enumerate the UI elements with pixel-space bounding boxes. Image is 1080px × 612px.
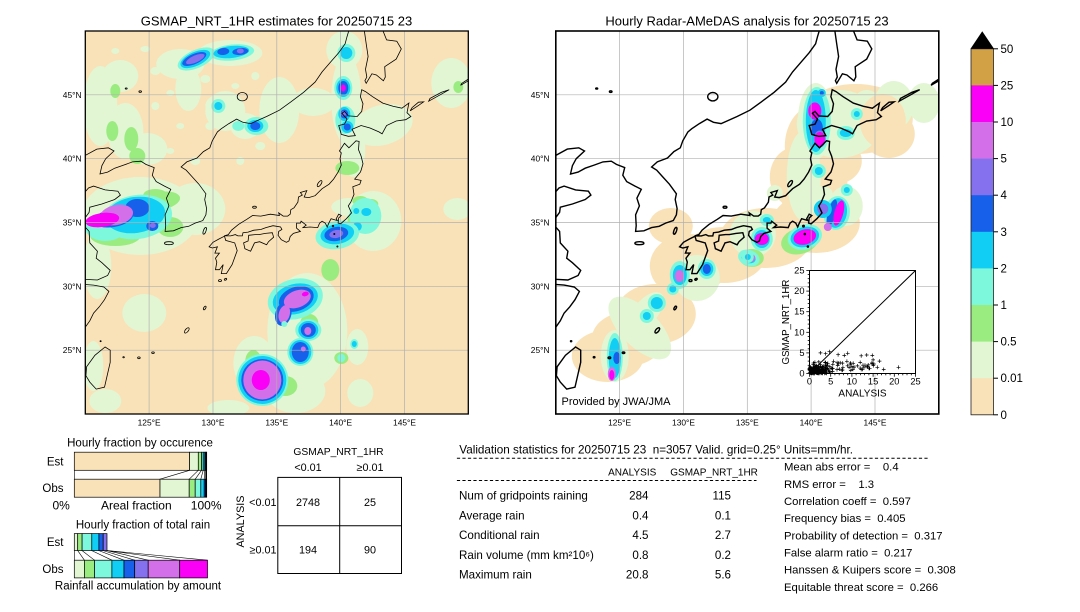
svg-text:Maximum rain: Maximum rain [459, 569, 532, 582]
svg-text:130°E: 130°E [202, 418, 225, 428]
svg-text:10: 10 [794, 327, 804, 337]
svg-text:284: 284 [629, 490, 649, 503]
svg-text:10: 10 [1001, 117, 1014, 129]
svg-text:100%: 100% [191, 499, 222, 513]
svg-text:0.8: 0.8 [632, 549, 648, 562]
svg-text:145°E: 145°E [393, 418, 416, 428]
svg-text:20.8: 20.8 [626, 569, 649, 582]
svg-text:<0.01: <0.01 [294, 462, 321, 474]
svg-text:Frequency bias = 0.405: Frequency bias = 0.405 [784, 513, 906, 525]
svg-text:25: 25 [364, 497, 376, 509]
svg-text:20: 20 [794, 286, 804, 296]
svg-text:0.01: 0.01 [1001, 373, 1023, 385]
svg-text:0.2: 0.2 [715, 549, 731, 562]
svg-text:GSMAP_NRT_1HR: GSMAP_NRT_1HR [670, 467, 758, 478]
svg-text:145°E: 145°E [864, 418, 887, 428]
svg-text:45°N: 45°N [63, 90, 82, 100]
svg-text:0: 0 [799, 369, 804, 379]
svg-text:Areal fraction: Areal fraction [101, 499, 172, 513]
svg-text:140°E: 140°E [329, 418, 352, 428]
svg-text:135°E: 135°E [736, 418, 759, 428]
svg-text:135°E: 135°E [265, 418, 288, 428]
svg-text:Hanssen & Kuipers score = 0.3: Hanssen & Kuipers score = 0.308 [784, 565, 956, 577]
svg-text:Validation statistics for 2025: Validation statistics for 20250715 23 n=… [459, 444, 853, 457]
svg-text:GSMAP_NRT_1HR: GSMAP_NRT_1HR [781, 280, 792, 365]
svg-text:≥0.01: ≥0.01 [250, 545, 277, 557]
svg-text:125°E: 125°E [138, 418, 161, 428]
svg-text:Mean abs error = 0.4: Mean abs error = 0.4 [784, 462, 899, 474]
svg-text:25: 25 [910, 377, 920, 387]
svg-text:30°N: 30°N [63, 281, 82, 291]
svg-text:125°E: 125°E [608, 418, 631, 428]
svg-text:140°E: 140°E [800, 418, 823, 428]
svg-text:Hourly Radar-AMeDAS analysis f: Hourly Radar-AMeDAS analysis for 2025071… [605, 14, 888, 29]
svg-text:30°N: 30°N [531, 281, 550, 291]
svg-text:Probability of detection = 0.: Probability of detection = 0.317 [784, 530, 943, 542]
svg-text:Obs: Obs [42, 483, 63, 495]
svg-text:Hourly fraction of total rain: Hourly fraction of total rain [76, 520, 210, 532]
svg-text:10: 10 [847, 377, 857, 387]
svg-text:35°N: 35°N [531, 218, 550, 228]
svg-text:Num of gridpoints raining: Num of gridpoints raining [459, 490, 588, 503]
svg-text:90: 90 [364, 545, 376, 557]
svg-text:1: 1 [1001, 300, 1007, 312]
svg-text:5: 5 [828, 377, 833, 387]
svg-text:0.1: 0.1 [715, 509, 731, 522]
svg-text:3: 3 [1001, 227, 1007, 239]
svg-text:2748: 2748 [296, 497, 320, 509]
svg-text:Est: Est [47, 456, 64, 468]
svg-text:Equitable threat score = 0.26: Equitable threat score = 0.266 [784, 582, 938, 594]
svg-text:<0.01: <0.01 [249, 497, 276, 509]
svg-text:ANALYSIS: ANALYSIS [838, 389, 886, 400]
svg-text:25°N: 25°N [63, 345, 82, 355]
svg-text:25°N: 25°N [531, 345, 550, 355]
svg-text:Obs: Obs [42, 564, 63, 576]
svg-text:Rainfall accumulation by amoun: Rainfall accumulation by amount [55, 581, 222, 593]
svg-text:2.7: 2.7 [715, 529, 731, 542]
svg-text:115: 115 [713, 490, 731, 503]
svg-text:Est: Est [47, 537, 64, 549]
svg-text:ANALYSIS: ANALYSIS [235, 495, 247, 547]
svg-text:False alarm ratio = 0.217: False alarm ratio = 0.217 [784, 548, 912, 560]
svg-text:25: 25 [794, 266, 804, 276]
svg-text:25: 25 [1001, 80, 1014, 92]
svg-text:5: 5 [799, 348, 804, 358]
svg-text:5.6: 5.6 [715, 569, 731, 582]
svg-text:Provided by JWA/JMA: Provided by JWA/JMA [562, 396, 672, 408]
svg-text:Conditional rain: Conditional rain [459, 529, 540, 542]
svg-text:4: 4 [1001, 190, 1008, 202]
svg-text:0.5: 0.5 [1001, 337, 1017, 349]
svg-text:ANALYSIS: ANALYSIS [608, 467, 656, 478]
svg-text:45°N: 45°N [531, 90, 550, 100]
svg-text:2: 2 [1001, 263, 1007, 275]
svg-text:Correlation coeff = 0.597: Correlation coeff = 0.597 [784, 496, 911, 508]
svg-text:50: 50 [1001, 44, 1014, 56]
svg-text:15: 15 [868, 377, 878, 387]
svg-text:0: 0 [807, 377, 812, 387]
svg-text:20: 20 [889, 377, 899, 387]
svg-text:0%: 0% [53, 499, 71, 513]
svg-text:130°E: 130°E [672, 418, 695, 428]
svg-text:RMS error = 1.3: RMS error = 1.3 [784, 479, 874, 491]
svg-text:Average rain: Average rain [459, 509, 525, 522]
svg-text:≥0.01: ≥0.01 [357, 462, 384, 474]
svg-text:35°N: 35°N [63, 218, 82, 228]
svg-text:GSMAP_NRT_1HR estimates for 20: GSMAP_NRT_1HR estimates for 20250715 23 [141, 14, 412, 29]
svg-text:Hourly fraction by occurence: Hourly fraction by occurence [67, 437, 213, 449]
svg-text:0.4: 0.4 [632, 509, 649, 522]
svg-text:194: 194 [299, 545, 317, 557]
svg-text:4.5: 4.5 [632, 529, 648, 542]
svg-text:5: 5 [1001, 154, 1007, 166]
svg-text:Rain volume (mm km²10⁶): Rain volume (mm km²10⁶) [459, 549, 594, 562]
svg-text:GSMAP_NRT_1HR: GSMAP_NRT_1HR [293, 447, 383, 458]
svg-text:15: 15 [794, 307, 804, 317]
svg-text:0: 0 [1001, 410, 1007, 422]
svg-text:40°N: 40°N [531, 154, 550, 164]
svg-text:40°N: 40°N [63, 154, 82, 164]
